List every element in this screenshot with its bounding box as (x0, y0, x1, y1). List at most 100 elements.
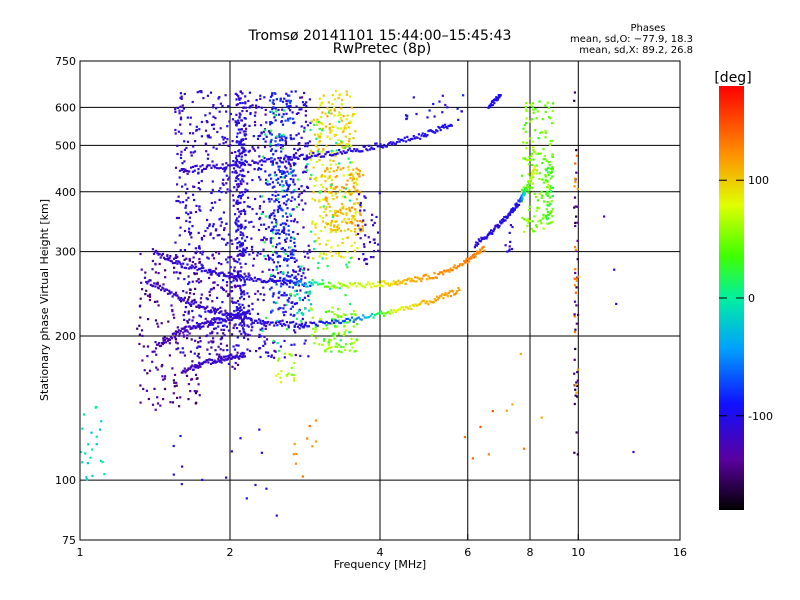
data-point (287, 119, 290, 122)
data-point (226, 275, 229, 278)
data-point (410, 277, 413, 281)
data-point (295, 452, 298, 456)
data-point (179, 105, 182, 108)
data-point (229, 112, 232, 116)
data-point (235, 161, 238, 164)
data-point (233, 316, 236, 319)
data-point (259, 134, 262, 137)
data-point (264, 170, 267, 173)
data-point (148, 293, 152, 296)
data-point (522, 192, 525, 195)
data-point (312, 248, 316, 251)
data-point (239, 437, 242, 440)
data-point (551, 155, 554, 159)
data-point (365, 316, 368, 319)
data-point (535, 195, 538, 199)
data-point (243, 133, 246, 136)
data-point (219, 272, 222, 275)
data-point (152, 285, 155, 288)
data-point (183, 160, 186, 163)
data-point (297, 195, 300, 198)
data-point (198, 314, 201, 317)
data-point (269, 160, 273, 163)
data-point (369, 314, 372, 317)
data-point (260, 212, 263, 216)
data-point (162, 341, 165, 344)
data-point (198, 336, 201, 339)
data-point (361, 229, 365, 232)
data-point (245, 127, 248, 130)
data-point (493, 102, 496, 105)
data-point (361, 227, 364, 230)
data-point (300, 153, 303, 157)
data-point (425, 300, 429, 303)
data-point (196, 355, 199, 358)
data-point (277, 292, 280, 295)
data-point (275, 223, 278, 226)
data-point (326, 168, 329, 171)
data-point (479, 248, 482, 251)
data-point (471, 255, 474, 258)
data-point (445, 125, 448, 129)
data-point (284, 238, 287, 242)
data-point (535, 117, 538, 120)
data-point (542, 181, 546, 184)
data-point (359, 212, 362, 215)
data-point (477, 238, 480, 241)
data-point (297, 265, 300, 268)
data-point (307, 325, 310, 328)
data-point (208, 294, 211, 297)
data-point (140, 329, 144, 332)
data-point (222, 355, 225, 358)
data-point (238, 210, 241, 213)
data-point (551, 208, 554, 211)
data-point (193, 150, 197, 153)
data-point (303, 129, 306, 132)
data-point (373, 221, 376, 224)
data-point (244, 123, 247, 126)
data-point (346, 236, 349, 239)
data-point (243, 254, 246, 257)
data-point (264, 160, 267, 163)
data-point (422, 135, 426, 138)
data-point (225, 325, 228, 328)
data-point (183, 326, 186, 329)
data-point (327, 101, 330, 104)
data-point (545, 169, 548, 172)
data-point (300, 311, 303, 315)
data-point (199, 297, 203, 300)
data-point (335, 175, 339, 178)
data-point (303, 283, 306, 287)
data-point (240, 242, 243, 245)
data-point (179, 92, 182, 95)
data-point (195, 128, 198, 132)
data-point (180, 300, 183, 303)
data-point (524, 157, 527, 160)
data-point (438, 296, 441, 299)
data-point (306, 145, 309, 148)
data-point (240, 313, 244, 316)
data-point (227, 329, 230, 332)
data-point (535, 164, 538, 167)
data-point (241, 168, 244, 171)
data-point (235, 123, 238, 126)
data-point (153, 387, 156, 390)
data-point (202, 306, 205, 309)
data-point (403, 136, 406, 139)
data-point (209, 320, 212, 323)
data-point (230, 255, 233, 259)
data-point (529, 120, 532, 123)
data-point (221, 163, 224, 166)
data-point (350, 313, 353, 316)
data-point (244, 117, 247, 120)
data-point (371, 213, 374, 216)
data-point (261, 155, 265, 158)
data-point (408, 139, 411, 142)
data-point (336, 325, 339, 328)
data-point (324, 196, 327, 199)
data-point (284, 139, 287, 142)
data-point (550, 167, 553, 170)
data-point (260, 159, 263, 162)
data-point (221, 135, 224, 139)
data-point (153, 350, 156, 353)
